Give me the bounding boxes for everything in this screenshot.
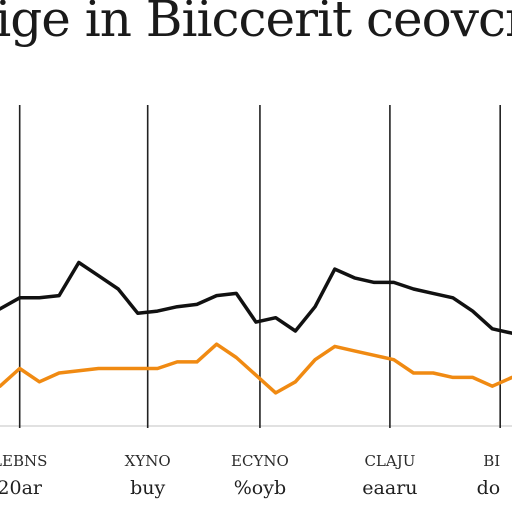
series-line-2 (0, 342, 512, 395)
series-line-1 (0, 260, 512, 335)
tick-label-bottom-3: %oyb (234, 477, 286, 499)
tick-label-bottom-2: buy (130, 477, 165, 499)
x-tick-labels: LEBNS 20ar XYNO buy ECYNO %oyb CLAJU eaaru BI do (0, 452, 500, 499)
tick-label-top-3: ECYNO (231, 452, 289, 470)
tick-label-top-2: XYNO (125, 452, 171, 470)
vertical-grid-lines (18, 105, 501, 428)
chart-title: Bige in Biiccerit ceovcrs (0, 0, 512, 48)
tick-label-top-4: CLAJU (364, 452, 415, 470)
tick-label-bottom-1: 20ar (0, 477, 43, 499)
tick-label-top-1: LEBNS (0, 452, 47, 470)
tick-label-bottom-5: do (477, 477, 501, 499)
tick-label-bottom-4: eaaru (362, 477, 417, 499)
tick-label-top-5: BI (483, 452, 500, 470)
series-group (0, 260, 512, 395)
